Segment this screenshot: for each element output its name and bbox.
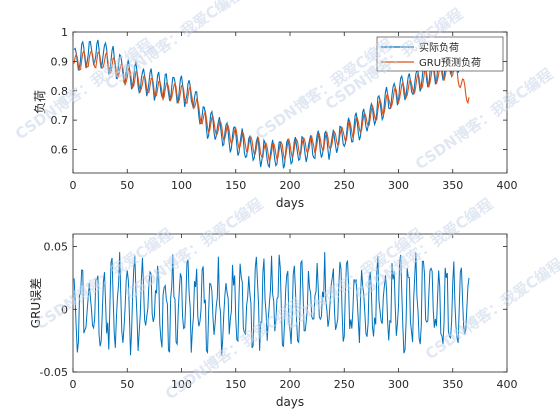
top-axes: 0 50 100 150 200 250 300 350 400 0.6 0.7 0.8 0.9 1 da…	[33, 26, 518, 210]
y-tick-label: 0.05	[44, 241, 69, 254]
y-tick-label: 0.8	[51, 85, 69, 98]
y-tick-label: 0.9	[51, 55, 69, 68]
top-axes-series	[73, 39, 470, 169]
top-y-axis-label: 负荷	[33, 90, 47, 114]
x-tick-label: 150	[225, 179, 246, 192]
x-tick-label: 300	[388, 179, 409, 192]
x-tick-label: 350	[442, 179, 463, 192]
y-tick-label: -0.05	[40, 366, 68, 379]
x-tick-label: 350	[442, 378, 463, 391]
x-tick-label: 200	[280, 378, 301, 391]
legend-label-gru-predicted-load: GRU预测负荷	[419, 56, 481, 69]
x-tick-label: 200	[280, 179, 301, 192]
y-tick-label: 0.7	[51, 114, 69, 127]
x-tick-label: 100	[171, 179, 192, 192]
legend-label-actual-load: 实际负荷	[419, 41, 459, 54]
x-tick-label: 250	[334, 378, 355, 391]
bottom-x-axis-label: days	[276, 395, 304, 409]
x-tick-label: 150	[225, 378, 246, 391]
x-tick-label: 250	[334, 179, 355, 192]
gru-error-line	[73, 252, 470, 356]
x-tick-label: 50	[120, 378, 134, 391]
gru-predicted-load-line	[73, 49, 470, 162]
top-axes-ticks: 0 50 100 150 200 250 300 350 400 0.6 0.7 0.8 0.9 1	[51, 26, 518, 192]
y-tick-label: 0	[61, 303, 68, 316]
x-tick-label: 0	[70, 378, 77, 391]
x-tick-label: 400	[497, 378, 518, 391]
bottom-axes-box	[72, 233, 508, 373]
legend-box	[376, 36, 504, 72]
x-tick-label: 50	[120, 179, 134, 192]
x-tick-label: 400	[497, 179, 518, 192]
x-tick-label: 300	[388, 378, 409, 391]
x-tick-label: 100	[171, 378, 192, 391]
top-x-axis-label: days	[276, 196, 304, 210]
legend: 实际负荷 GRU预测负荷	[376, 36, 504, 72]
x-tick-label: 0	[70, 179, 77, 192]
bottom-y-axis-label: GRU误差	[29, 278, 43, 328]
y-tick-label: 0.6	[51, 144, 69, 157]
y-tick-label: 1	[61, 26, 68, 39]
bottom-axes-series	[73, 252, 470, 356]
